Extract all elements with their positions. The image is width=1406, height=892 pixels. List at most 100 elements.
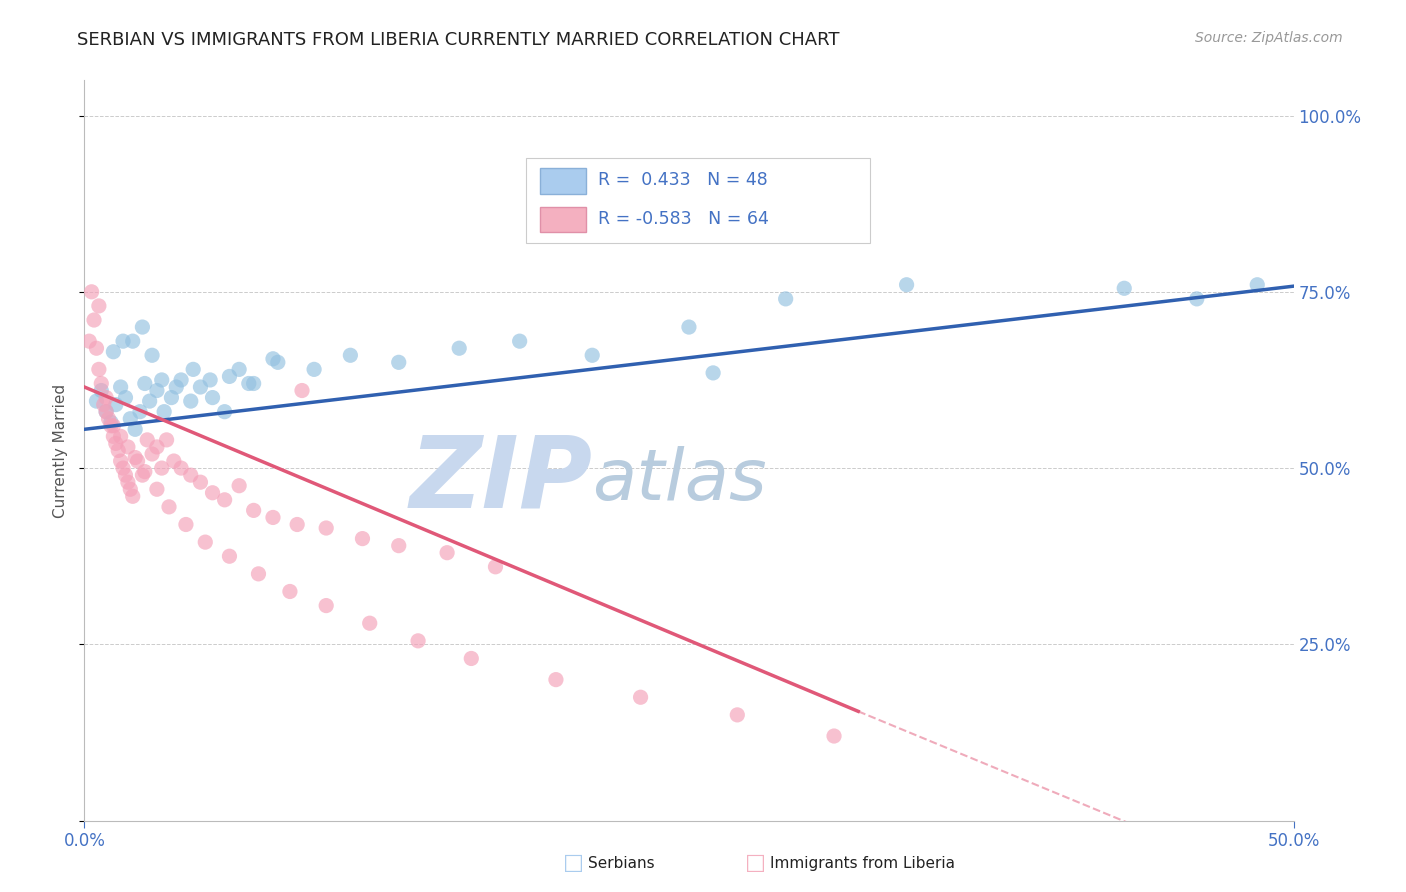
Point xyxy=(114,468,136,483)
Point xyxy=(388,539,411,553)
Point xyxy=(124,422,146,436)
Text: atlas: atlas xyxy=(592,446,766,515)
Text: Serbians: Serbians xyxy=(588,856,654,871)
Point xyxy=(678,320,700,334)
Text: R = -0.583   N = 64: R = -0.583 N = 64 xyxy=(599,210,769,227)
Point xyxy=(141,348,163,362)
Point xyxy=(406,633,429,648)
Point xyxy=(100,415,122,429)
Point xyxy=(262,510,284,524)
Point xyxy=(702,366,724,380)
Text: SERBIAN VS IMMIGRANTS FROM LIBERIA CURRENTLY MARRIED CORRELATION CHART: SERBIAN VS IMMIGRANTS FROM LIBERIA CURRE… xyxy=(77,31,839,49)
Point xyxy=(94,405,117,419)
Point xyxy=(87,362,110,376)
Point xyxy=(218,369,240,384)
Point xyxy=(180,468,202,483)
Point xyxy=(136,433,159,447)
Text: ZIP: ZIP xyxy=(409,432,592,529)
Point xyxy=(359,616,381,631)
Point xyxy=(315,599,337,613)
Point xyxy=(110,454,132,468)
Point xyxy=(103,344,125,359)
Point xyxy=(103,418,125,433)
Point xyxy=(630,690,652,705)
Point xyxy=(725,707,748,722)
Point xyxy=(174,517,197,532)
Point xyxy=(160,391,183,405)
Point xyxy=(117,440,139,454)
Point xyxy=(201,391,224,405)
Point xyxy=(127,454,149,468)
Point xyxy=(104,436,127,450)
Point xyxy=(100,418,122,433)
Point xyxy=(146,384,169,398)
Point xyxy=(131,320,153,334)
Point xyxy=(214,492,236,507)
Point xyxy=(131,468,153,483)
Point xyxy=(285,517,308,532)
Point xyxy=(170,373,193,387)
Point xyxy=(198,373,221,387)
Point xyxy=(77,334,100,348)
Point xyxy=(170,461,193,475)
FancyBboxPatch shape xyxy=(540,169,586,194)
Point xyxy=(896,277,918,292)
FancyBboxPatch shape xyxy=(540,207,586,232)
Point xyxy=(1114,281,1136,295)
Point xyxy=(112,334,135,348)
Point xyxy=(484,559,506,574)
Point xyxy=(86,394,108,409)
Point xyxy=(138,394,160,409)
Point xyxy=(315,521,337,535)
Point xyxy=(134,376,156,391)
Point xyxy=(165,380,187,394)
Point xyxy=(157,500,180,514)
Point xyxy=(388,355,411,369)
Point xyxy=(94,391,117,405)
Point xyxy=(94,405,117,419)
Point xyxy=(436,546,458,560)
Point xyxy=(775,292,797,306)
Point xyxy=(291,384,314,398)
Point xyxy=(190,475,212,490)
Point xyxy=(146,482,169,496)
Point xyxy=(87,299,110,313)
Point xyxy=(150,373,173,387)
Point xyxy=(544,673,567,687)
Point xyxy=(302,362,325,376)
Point xyxy=(218,549,240,564)
Point xyxy=(112,461,135,475)
Point xyxy=(114,391,136,405)
Point xyxy=(124,450,146,465)
Point xyxy=(117,475,139,490)
Point xyxy=(104,398,127,412)
Point xyxy=(146,440,169,454)
Point xyxy=(153,405,176,419)
Y-axis label: Currently Married: Currently Married xyxy=(53,384,69,517)
Point xyxy=(460,651,482,665)
Point xyxy=(190,380,212,394)
Point xyxy=(1246,277,1268,292)
Point xyxy=(449,341,471,355)
Point xyxy=(110,380,132,394)
Point xyxy=(242,503,264,517)
Point xyxy=(121,334,143,348)
Point xyxy=(267,355,290,369)
Point xyxy=(228,362,250,376)
Point xyxy=(155,433,177,447)
Point xyxy=(228,479,250,493)
Point xyxy=(581,348,603,362)
Point xyxy=(97,411,120,425)
Point xyxy=(194,535,217,549)
Text: Immigrants from Liberia: Immigrants from Liberia xyxy=(770,856,956,871)
Point xyxy=(121,489,143,503)
Point xyxy=(242,376,264,391)
Point xyxy=(247,566,270,581)
Point xyxy=(141,447,163,461)
Point xyxy=(103,429,125,443)
Point xyxy=(107,443,129,458)
Point xyxy=(120,482,142,496)
Point xyxy=(339,348,361,362)
Point xyxy=(90,384,112,398)
Point xyxy=(201,485,224,500)
